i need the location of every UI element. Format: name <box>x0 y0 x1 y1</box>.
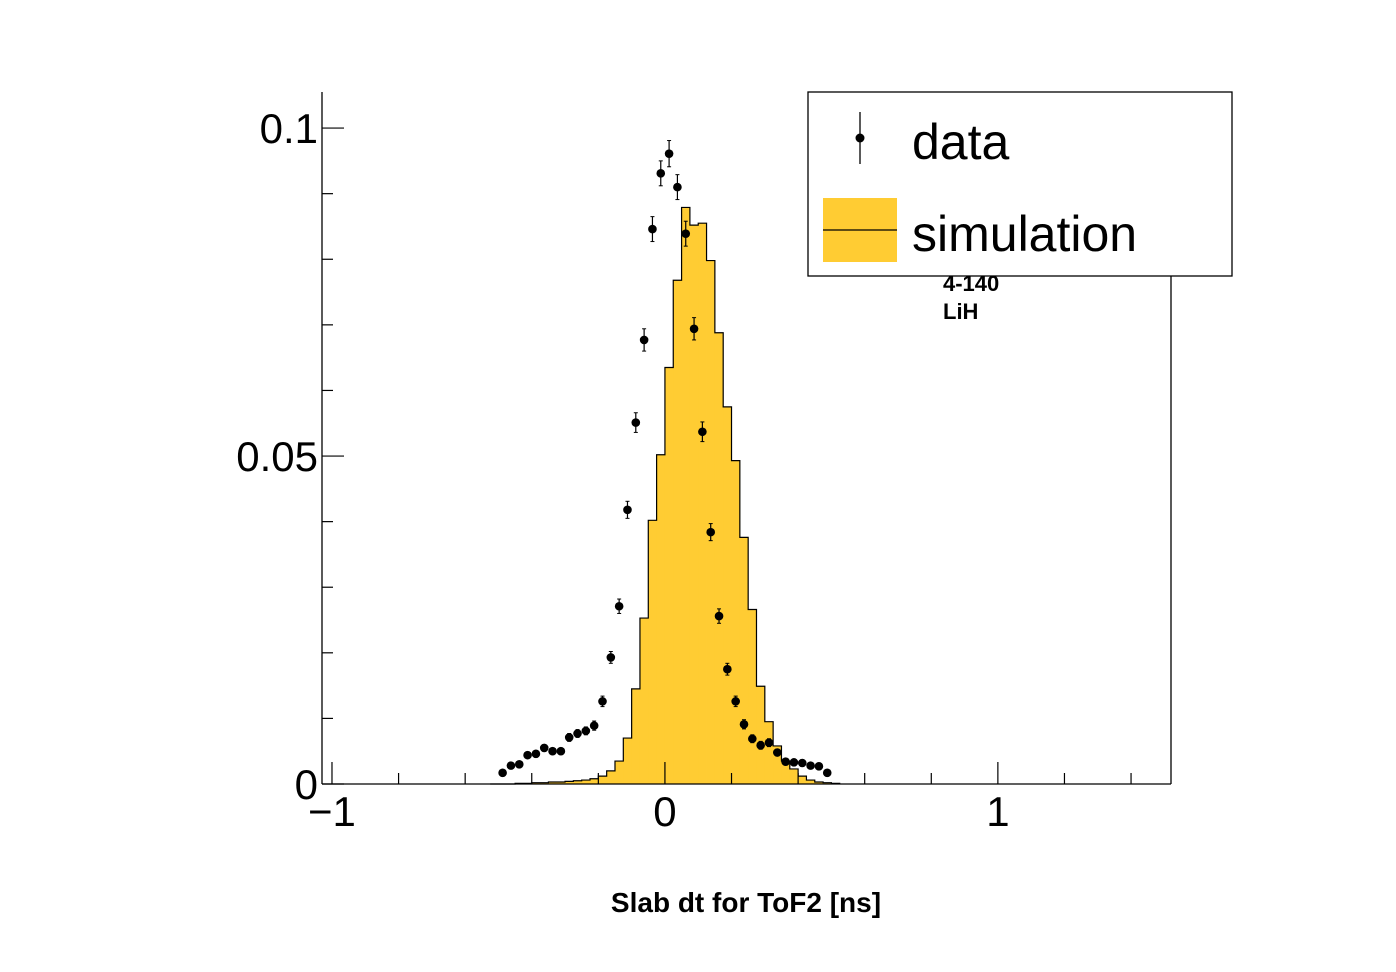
data-point <box>623 505 632 515</box>
simulation-bin <box>623 738 633 784</box>
tick-labels: −1 0 100.050.1 <box>236 105 1009 835</box>
simulation-histogram <box>490 206 841 785</box>
simulation-bin <box>781 761 791 784</box>
simulation-bin <box>614 761 624 784</box>
simulation-bin <box>639 618 649 784</box>
x-tick-label: 0 <box>653 788 676 835</box>
y-tick-label: 0.05 <box>236 433 318 480</box>
data-point <box>772 748 782 757</box>
annotation-absorber: LiH <box>943 299 978 324</box>
simulation-bin <box>689 225 699 785</box>
simulation-bin <box>764 721 774 784</box>
y-tick-label: 0.1 <box>260 105 318 152</box>
simulation-bin <box>748 609 757 784</box>
data-point <box>564 733 574 742</box>
data-point <box>739 720 749 729</box>
tick-marks <box>322 127 1132 785</box>
simulation-bin <box>656 454 666 784</box>
data-point <box>556 746 566 756</box>
data-point <box>673 182 682 192</box>
data-point <box>514 760 524 769</box>
data-point <box>706 527 716 537</box>
simulation-bin <box>706 260 716 784</box>
data-point <box>573 729 582 738</box>
simulation-bin <box>631 688 641 784</box>
y-tick-label: 0 <box>295 761 318 808</box>
legend: data simulation <box>807 91 1233 277</box>
simulation-bin <box>590 778 599 784</box>
simulation-bin <box>731 460 741 784</box>
data-point <box>756 741 765 750</box>
data-point <box>548 746 557 756</box>
x-tick-label: −1 <box>308 788 356 835</box>
simulation-bin <box>714 332 724 784</box>
simulation-bin <box>565 781 574 784</box>
data-point <box>664 149 674 158</box>
data-point <box>731 697 740 706</box>
legend-label-data: data <box>912 114 1010 170</box>
simulation-bin <box>756 686 766 784</box>
data-point <box>631 418 641 427</box>
simulation-bin <box>548 782 558 784</box>
legend-data-marker <box>855 133 865 143</box>
simulation-bin <box>814 782 824 784</box>
simulation-bin <box>598 776 608 784</box>
data-point <box>581 726 591 736</box>
data-point <box>698 427 707 437</box>
data-point <box>797 758 807 768</box>
simulation-bin <box>681 207 691 785</box>
data-point <box>589 721 599 730</box>
simulation-bin <box>739 537 749 784</box>
simulation-bin <box>798 776 807 784</box>
simulation-bin <box>606 770 616 784</box>
simulation-bin <box>823 782 832 784</box>
x-axis-title: Slab dt for ToF2 [ns] <box>611 887 881 918</box>
simulation-bin <box>648 520 658 784</box>
data-point <box>789 758 799 767</box>
data-point <box>523 750 532 760</box>
data-point <box>814 761 824 771</box>
data-point <box>806 761 815 770</box>
data-points <box>498 140 832 778</box>
legend-label-simulation: simulation <box>912 206 1137 262</box>
simulation-bin <box>723 406 732 784</box>
data-point <box>764 738 774 747</box>
data-point <box>606 653 616 662</box>
data-point <box>539 743 549 753</box>
simulation-bin <box>698 223 707 785</box>
data-point <box>656 169 666 178</box>
data-point <box>822 768 832 778</box>
data-point <box>714 611 724 621</box>
data-point <box>681 229 691 238</box>
simulation-bin <box>806 780 816 784</box>
x-tick-label: 1 <box>986 788 1009 835</box>
data-point <box>506 761 516 770</box>
simulation-bin <box>573 780 583 784</box>
simulation-bin <box>789 768 799 784</box>
data-point <box>498 768 507 778</box>
simulation-bin <box>773 745 782 784</box>
data-point <box>639 335 649 345</box>
simulation-bin <box>673 280 682 784</box>
simulation-bin <box>531 782 541 784</box>
data-point <box>689 324 699 334</box>
data-point <box>531 749 541 759</box>
data-point <box>748 734 757 744</box>
simulation-bin <box>581 780 591 784</box>
simulation-bin <box>540 782 549 784</box>
simulation-bin <box>664 367 674 784</box>
data-point <box>723 664 732 674</box>
data-point <box>614 601 624 611</box>
data-point <box>598 697 607 706</box>
simulation-bin <box>556 782 566 784</box>
data-point <box>648 224 657 234</box>
data-point <box>781 757 790 766</box>
